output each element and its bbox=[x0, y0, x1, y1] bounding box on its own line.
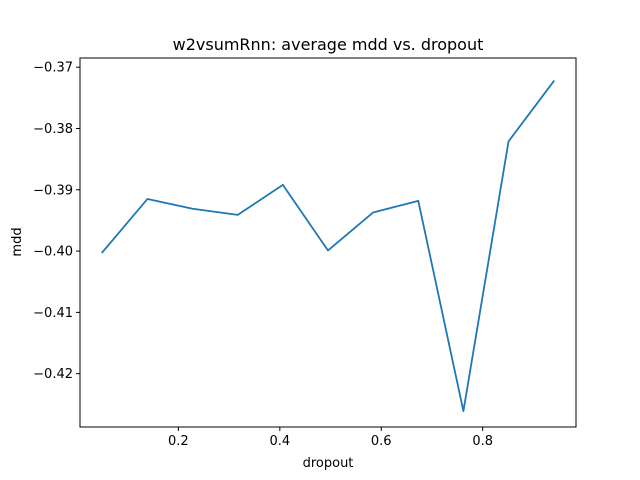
x-tick-label: 0.2 bbox=[168, 434, 189, 449]
x-tick-label: 0.4 bbox=[269, 434, 290, 449]
y-tick-label: −0.37 bbox=[33, 61, 73, 76]
x-tick-label: 0.8 bbox=[472, 434, 493, 449]
x-tick-label: 0.6 bbox=[371, 434, 392, 449]
y-tick-label: −0.41 bbox=[33, 306, 73, 321]
y-tick-label: −0.42 bbox=[33, 367, 73, 382]
chart-title: w2vsumRnn: average mdd vs. dropout bbox=[173, 35, 484, 54]
y-tick-label: −0.38 bbox=[33, 122, 73, 137]
y-tick-label: −0.40 bbox=[33, 245, 73, 260]
y-tick-label: −0.39 bbox=[33, 183, 73, 198]
x-axis-label: dropout bbox=[303, 456, 354, 471]
y-axis-label: mdd bbox=[10, 227, 25, 256]
